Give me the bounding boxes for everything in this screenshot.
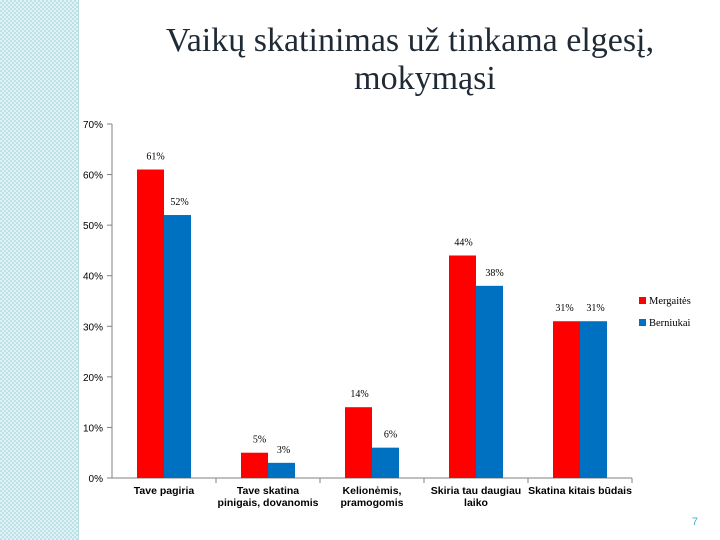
- decorative-side-strip: [0, 0, 78, 540]
- data-label: 44%: [454, 237, 472, 248]
- bar: [449, 255, 476, 478]
- title-line-1: Vaikų skatinimas už tinkama elgesį,: [165, 22, 655, 59]
- bar: [345, 407, 372, 478]
- data-label: 52%: [170, 197, 188, 208]
- x-category-label: Kelionėmis,: [343, 485, 402, 497]
- y-tick-label: 40%: [83, 272, 103, 283]
- data-label: 31%: [555, 303, 573, 314]
- x-category-label: laiko: [464, 497, 488, 509]
- y-tick-label: 70%: [83, 120, 103, 131]
- data-label: 31%: [586, 303, 604, 314]
- side-divider: [78, 0, 79, 540]
- page-number: 7: [691, 516, 698, 528]
- data-label: 6%: [384, 430, 397, 441]
- bar: [372, 447, 399, 478]
- legend-swatch: [639, 319, 646, 326]
- bar: [241, 452, 268, 478]
- slide-title: Vaikų skatinimas už tinkama elgesį, moky…: [100, 22, 720, 98]
- y-tick-label: 20%: [83, 373, 103, 384]
- x-category-label: pramogomis: [340, 497, 403, 509]
- bar: [137, 169, 164, 478]
- x-category-label: Skatina kitais būdais: [528, 485, 632, 497]
- x-category-label: Tave pagiria: [134, 485, 195, 497]
- data-label: 61%: [146, 152, 164, 163]
- bar: [476, 285, 503, 478]
- legend-label: Mergaitės: [649, 296, 691, 307]
- data-label: 14%: [350, 389, 368, 400]
- y-tick-label: 30%: [83, 322, 103, 333]
- legend-swatch: [639, 297, 646, 304]
- x-category-label: Skiria tau daugiau: [431, 485, 521, 497]
- y-tick-label: 10%: [83, 423, 103, 434]
- x-category-label: pinigais, dovanomis: [218, 497, 319, 509]
- bar: [268, 462, 295, 478]
- bar: [580, 321, 607, 478]
- title-line-2: mokymąsi: [354, 60, 496, 97]
- y-tick-label: 0%: [89, 474, 104, 485]
- bar: [164, 215, 191, 478]
- x-category-label: Tave skatina: [237, 485, 299, 497]
- y-tick-label: 60%: [83, 171, 103, 182]
- y-tick-label: 50%: [83, 221, 103, 232]
- data-label: 5%: [253, 435, 266, 446]
- data-label: 3%: [277, 445, 290, 456]
- legend-label: Berniukai: [649, 318, 690, 329]
- data-label: 38%: [485, 268, 503, 279]
- bar: [553, 321, 580, 478]
